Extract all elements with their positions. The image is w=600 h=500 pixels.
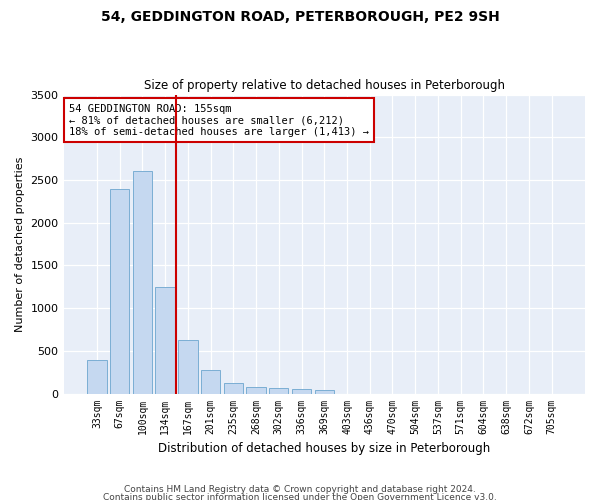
Bar xyxy=(247,387,266,394)
Title: Size of property relative to detached houses in Peterborough: Size of property relative to detached ho… xyxy=(144,79,505,92)
Bar xyxy=(87,360,107,394)
Bar xyxy=(314,390,334,394)
Bar xyxy=(178,340,197,394)
X-axis label: Distribution of detached houses by size in Peterborough: Distribution of detached houses by size … xyxy=(158,442,490,455)
Bar xyxy=(292,390,311,394)
Bar xyxy=(110,188,130,394)
Bar xyxy=(133,172,152,394)
Text: 54 GEDDINGTON ROAD: 155sqm
← 81% of detached houses are smaller (6,212)
18% of s: 54 GEDDINGTON ROAD: 155sqm ← 81% of deta… xyxy=(69,104,369,136)
Bar xyxy=(201,370,220,394)
Text: 54, GEDDINGTON ROAD, PETERBOROUGH, PE2 9SH: 54, GEDDINGTON ROAD, PETERBOROUGH, PE2 9… xyxy=(101,10,499,24)
Bar xyxy=(269,388,289,394)
Y-axis label: Number of detached properties: Number of detached properties xyxy=(15,156,25,332)
Text: Contains HM Land Registry data © Crown copyright and database right 2024.: Contains HM Land Registry data © Crown c… xyxy=(124,486,476,494)
Bar xyxy=(155,287,175,394)
Text: Contains public sector information licensed under the Open Government Licence v3: Contains public sector information licen… xyxy=(103,492,497,500)
Bar xyxy=(224,384,243,394)
